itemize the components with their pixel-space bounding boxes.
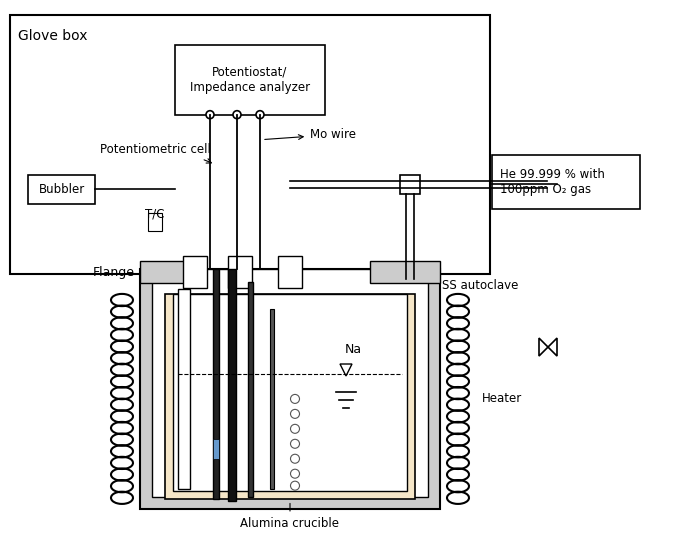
Bar	[278, 256, 302, 288]
Bar	[183, 256, 207, 288]
Text: Glove box: Glove box	[18, 29, 87, 43]
Polygon shape	[340, 364, 352, 376]
Text: Alumina crucible: Alumina crucible	[241, 503, 340, 530]
Circle shape	[233, 111, 241, 119]
Bar	[178, 289, 190, 489]
Bar	[148, 213, 162, 231]
Bar	[492, 155, 640, 209]
Bar	[140, 269, 440, 508]
Text: Na: Na	[345, 343, 362, 356]
Text: Bubbler: Bubbler	[39, 183, 85, 196]
Circle shape	[256, 111, 264, 119]
Bar	[10, 15, 490, 274]
Text: SS autoclave: SS autoclave	[442, 279, 519, 292]
Text: Flange: Flange	[93, 266, 135, 279]
Text: Potentiometric cell: Potentiometric cell	[100, 143, 212, 163]
Text: Potentiostat/
Impedance analyzer: Potentiostat/ Impedance analyzer	[190, 66, 310, 94]
Bar	[165, 294, 415, 499]
Bar	[140, 261, 195, 283]
Bar	[175, 45, 325, 115]
Bar	[270, 309, 274, 489]
Bar	[173, 294, 407, 491]
Circle shape	[206, 111, 214, 119]
Text: T/C: T/C	[145, 208, 165, 221]
Bar	[400, 174, 420, 195]
Bar	[213, 269, 219, 499]
Text: He 99.999 % with
100ppm O₂ gas: He 99.999 % with 100ppm O₂ gas	[500, 168, 605, 196]
Text: Mo wire: Mo wire	[265, 128, 356, 141]
Bar	[228, 269, 236, 500]
Bar	[152, 269, 428, 497]
Bar	[370, 261, 440, 283]
Text: Heater: Heater	[482, 392, 522, 406]
Bar	[152, 269, 428, 497]
Bar	[28, 174, 95, 205]
Bar	[228, 256, 252, 288]
Bar	[248, 282, 253, 497]
Bar	[213, 439, 219, 459]
